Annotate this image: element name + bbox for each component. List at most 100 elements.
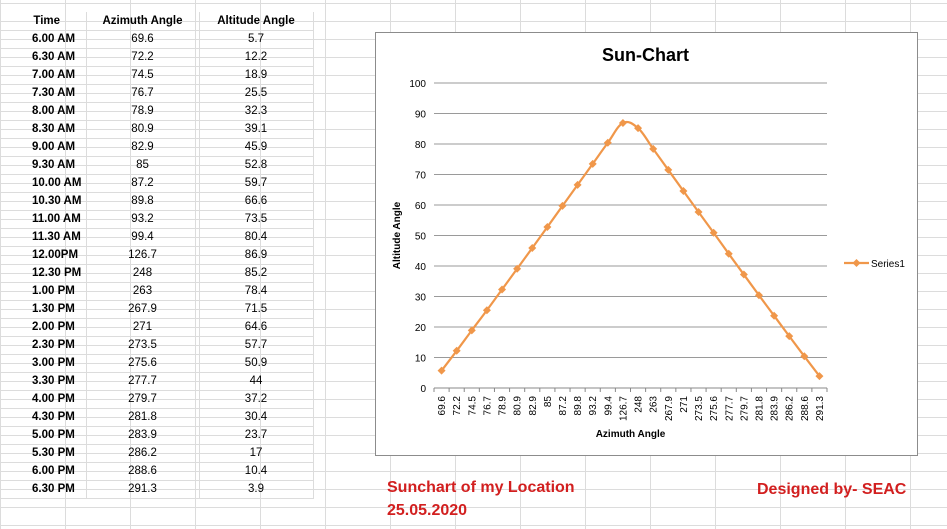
cell-altitude[interactable]: 78.4 [199,282,314,301]
cell-azimuth[interactable]: 277.7 [86,372,200,391]
cell-time[interactable]: 1.00 PM [0,282,87,301]
cell-azimuth[interactable]: 283.9 [86,426,200,445]
data-point [800,352,809,361]
cell-time[interactable]: 3.00 PM [0,354,87,373]
y-tick-label: 0 [420,384,426,395]
cell-azimuth[interactable]: 93.2 [86,210,200,229]
x-tick-label: 72.2 [452,396,463,416]
cell-altitude[interactable]: 86.9 [199,246,314,265]
cell-time[interactable]: 10.00 AM [0,174,87,193]
cell-altitude[interactable]: 12.2 [199,48,314,67]
cell-time[interactable]: 9.30 AM [0,156,87,175]
header-time[interactable]: Time [0,12,87,31]
cell-azimuth[interactable]: 69.6 [86,30,200,49]
table-row: 6.30 PM 291.3 3.9 [0,480,314,499]
cell-time[interactable]: 6.00 PM [0,462,87,481]
data-point [694,208,703,217]
cell-time[interactable]: 8.30 AM [0,120,87,139]
cell-time[interactable]: 4.00 PM [0,390,87,409]
table-row: 7.30 AM 76.7 25.5 [0,84,314,103]
cell-time[interactable]: 6.30 PM [0,480,87,499]
data-point [815,372,824,381]
cell-time[interactable]: 4.30 PM [0,408,87,427]
chart-area[interactable]: Sun-Chart 0 10 20 30 40 50 60 70 80 90 100 69.6 72.2 7… [375,32,918,456]
cell-azimuth[interactable]: 76.7 [86,84,200,103]
cell-time[interactable]: 2.00 PM [0,318,87,337]
cell-azimuth[interactable]: 267.9 [86,300,200,319]
cell-altitude[interactable]: 32.3 [199,102,314,121]
cell-altitude[interactable]: 71.5 [199,300,314,319]
cell-altitude[interactable]: 17 [199,444,314,463]
cell-altitude[interactable]: 52.8 [199,156,314,175]
x-tick-label: 76.7 [482,396,493,416]
x-tick-label: 99.4 [603,396,614,416]
table-row: 2.30 PM 273.5 57.7 [0,336,314,355]
cell-time[interactable]: 6.00 AM [0,30,87,49]
cell-azimuth[interactable]: 275.6 [86,354,200,373]
cell-altitude[interactable]: 37.2 [199,390,314,409]
cell-altitude[interactable]: 23.7 [199,426,314,445]
cell-altitude[interactable]: 50.9 [199,354,314,373]
cell-altitude[interactable]: 39.1 [199,120,314,139]
table-row: 6.00 AM 69.6 5.7 [0,30,314,49]
cell-azimuth[interactable]: 288.6 [86,462,200,481]
table-row: 5.00 PM 283.9 23.7 [0,426,314,445]
cell-time[interactable]: 9.00 AM [0,138,87,157]
cell-azimuth[interactable]: 72.2 [86,48,200,67]
cell-time[interactable]: 7.00 AM [0,66,87,85]
cell-azimuth[interactable]: 74.5 [86,66,200,85]
cell-time[interactable]: 12.00PM [0,246,87,265]
cell-azimuth[interactable]: 291.3 [86,480,200,499]
cell-azimuth[interactable]: 126.7 [86,246,200,265]
cell-time[interactable]: 1.30 PM [0,300,87,319]
cell-altitude[interactable]: 18.9 [199,66,314,85]
cell-altitude[interactable]: 3.9 [199,480,314,499]
cell-azimuth[interactable]: 281.8 [86,408,200,427]
cell-time[interactable]: 10.30 AM [0,192,87,211]
cell-azimuth[interactable]: 273.5 [86,336,200,355]
table-row: 3.30 PM 277.7 44 [0,372,314,391]
data-point [618,118,627,127]
cell-time[interactable]: 12.30 PM [0,264,87,283]
cell-azimuth[interactable]: 89.8 [86,192,200,211]
cell-time[interactable]: 5.30 PM [0,444,87,463]
cell-altitude[interactable]: 10.4 [199,462,314,481]
caption-date: 25.05.2020 [387,502,468,519]
cell-altitude[interactable]: 57.7 [199,336,314,355]
cell-time[interactable]: 5.00 PM [0,426,87,445]
cell-altitude[interactable]: 59.7 [199,174,314,193]
cell-time[interactable]: 11.00 AM [0,210,87,229]
cell-time[interactable]: 11.30 AM [0,228,87,247]
cell-azimuth[interactable]: 87.2 [86,174,200,193]
cell-altitude[interactable]: 30.4 [199,408,314,427]
table-row: 11.00 AM 93.2 73.5 [0,210,314,229]
cell-time[interactable]: 6.30 AM [0,48,87,67]
cell-azimuth[interactable]: 271 [86,318,200,337]
header-altitude[interactable]: Altitude Angle [199,12,314,31]
x-tick-label: 80.9 [513,396,524,416]
header-azimuth[interactable]: Azimuth Angle [86,12,200,31]
cell-altitude[interactable]: 66.6 [199,192,314,211]
cell-time[interactable]: 2.30 PM [0,336,87,355]
cell-azimuth[interactable]: 80.9 [86,120,200,139]
cell-time[interactable]: 8.00 AM [0,102,87,121]
cell-altitude[interactable]: 45.9 [199,138,314,157]
cell-altitude[interactable]: 25.5 [199,84,314,103]
cell-azimuth[interactable]: 286.2 [86,444,200,463]
x-tick-label: 291.3 [815,396,826,421]
cell-time[interactable]: 3.30 PM [0,372,87,391]
cell-time[interactable]: 7.30 AM [0,84,87,103]
cell-azimuth[interactable]: 248 [86,264,200,283]
cell-azimuth[interactable]: 279.7 [86,390,200,409]
cell-azimuth[interactable]: 85 [86,156,200,175]
cell-azimuth[interactable]: 99.4 [86,228,200,247]
cell-altitude[interactable]: 85.2 [199,264,314,283]
cell-altitude[interactable]: 44 [199,372,314,391]
cell-altitude[interactable]: 73.5 [199,210,314,229]
cell-azimuth[interactable]: 78.9 [86,102,200,121]
cell-azimuth[interactable]: 82.9 [86,138,200,157]
cell-altitude[interactable]: 5.7 [199,30,314,49]
cell-altitude[interactable]: 64.6 [199,318,314,337]
cell-azimuth[interactable]: 263 [86,282,200,301]
cell-altitude[interactable]: 80.4 [199,228,314,247]
